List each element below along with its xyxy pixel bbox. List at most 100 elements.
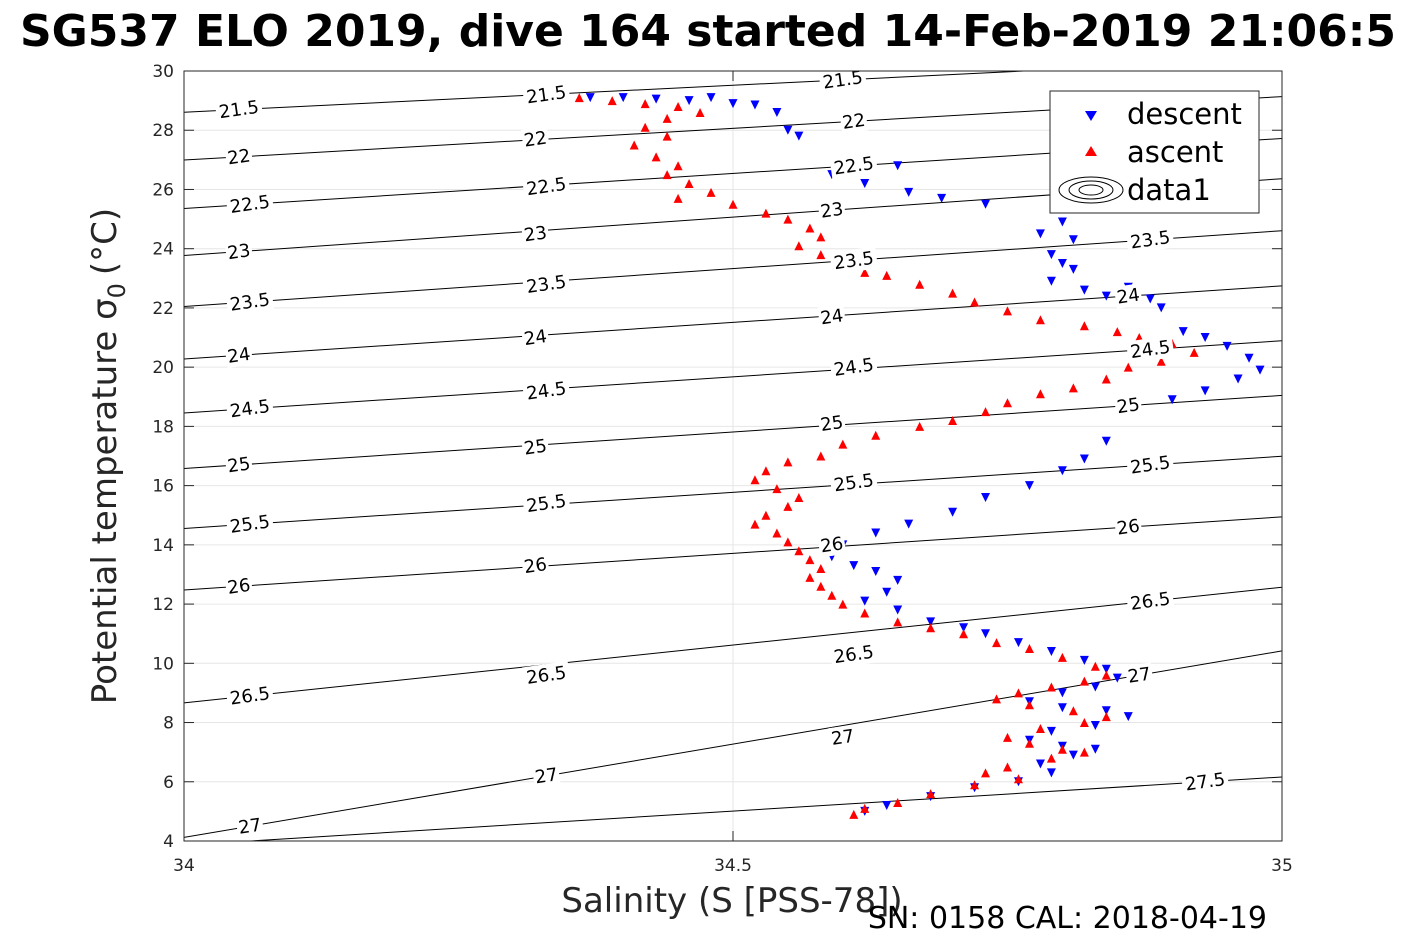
ascent-point: [1057, 744, 1067, 754]
ascent-point: [805, 572, 815, 582]
contour-label: 23: [817, 197, 847, 223]
descent-point: [871, 567, 881, 576]
contour-label-text: 26: [819, 533, 845, 557]
contour-label-bg: [1113, 514, 1143, 540]
ascent-point: [959, 629, 969, 639]
ascent-point: [882, 270, 892, 280]
ascent-point: [794, 492, 804, 502]
descent-point: [849, 561, 859, 571]
contour-label-text: 26: [1116, 516, 1142, 540]
contour-line-24: [184, 285, 1282, 360]
contour-label-bg: [225, 510, 275, 539]
y-tick-label: 30: [152, 62, 174, 82]
contour-label-text: 23: [226, 240, 252, 264]
descent-point: [1079, 655, 1089, 665]
ascent-point: [761, 466, 771, 476]
ascent-point: [838, 439, 848, 449]
contour-label-text: 25: [819, 412, 845, 436]
chart-title: SG537 ELO 2019, dive 164 started 14-Feb-…: [20, 6, 1396, 57]
contour-label-bg: [520, 221, 550, 247]
ascent-point: [662, 170, 672, 180]
contour-label-bg: [1125, 225, 1175, 254]
ascent-point: [783, 537, 793, 547]
contour-label-bg: [817, 197, 847, 223]
y-tick-label: 8: [163, 714, 174, 734]
descent-point: [728, 99, 738, 109]
ascent-point: [1057, 652, 1067, 662]
y-tick-label: 22: [152, 299, 174, 319]
descent-point: [1057, 466, 1067, 476]
contour-label-bg: [522, 80, 571, 109]
descent-point: [1046, 250, 1056, 260]
legend: descent ascent data1: [1049, 90, 1260, 214]
ascent-point: [1079, 676, 1089, 686]
ascent-point: [1101, 374, 1111, 384]
contour-label-bg: [520, 324, 550, 351]
ascent-point: [992, 638, 1002, 648]
ascent-point: [860, 608, 870, 618]
ascent-point: [871, 430, 881, 440]
contour-line-21-5: [184, 71, 1035, 113]
descent-point: [1068, 264, 1078, 274]
contour-label-text: 27: [830, 726, 856, 750]
contour-label-bg: [817, 532, 847, 558]
contour-label-text: 24: [523, 326, 549, 350]
contour-line-26: [184, 516, 1282, 591]
contour-label-bg: [1125, 335, 1175, 364]
contour-label-bg: [520, 552, 550, 579]
contour-label-text: 23: [523, 222, 549, 246]
descent-point: [1222, 341, 1232, 351]
ascent-point: [1079, 747, 1089, 757]
contour-label-text: 25: [1116, 394, 1142, 418]
ascent-point: [1046, 753, 1056, 763]
contour-label-text: 24: [819, 305, 845, 329]
descent-point: [959, 623, 969, 633]
footer-calibration: SN: 0158 CAL: 2018-04-19: [868, 901, 1267, 936]
contour-label: 24: [520, 324, 550, 351]
contour-label-bg: [1113, 392, 1143, 419]
descent-point: [1090, 721, 1100, 730]
contour-label-bg: [829, 246, 879, 275]
contour-label-bg: [829, 353, 879, 382]
descent-point: [1178, 327, 1188, 337]
y-tick-label: 16: [152, 477, 174, 497]
descent-point: [1035, 759, 1045, 769]
contour-label-bg: [522, 376, 571, 405]
y-tick-label: 6: [163, 773, 174, 793]
ascent-point: [1123, 362, 1133, 372]
descent-point: [1046, 768, 1056, 778]
y-tick-label: 28: [152, 121, 174, 141]
ascent-point: [805, 223, 815, 233]
ascent-point: [860, 803, 870, 813]
ascent-point: [816, 250, 826, 260]
ascent-point: [673, 161, 683, 171]
contour-label-bg: [225, 287, 275, 317]
ascent-point: [794, 546, 804, 556]
ascent-point: [1068, 706, 1078, 716]
contour-label-bg: [839, 108, 869, 135]
contour-label-text: 27: [1127, 664, 1153, 688]
contour-label: 27: [235, 813, 265, 839]
descent-point: [1057, 217, 1067, 227]
contour-label-bg: [224, 342, 254, 369]
contour-label: 24: [224, 342, 254, 369]
legend-descent-label: descent: [1127, 97, 1242, 131]
contour-labels: 21.521.521.522222222.522.522.523232323.5…: [214, 65, 1230, 839]
contour-label: 23: [224, 238, 254, 265]
contour-label-bg: [829, 151, 879, 180]
descent-point: [893, 575, 903, 585]
contour-line-27: [184, 650, 1282, 838]
contour-label: 27: [531, 763, 561, 789]
contour-label-text: 27: [237, 815, 263, 839]
ascent-point: [783, 214, 793, 224]
descent-point: [981, 629, 991, 639]
contour-label: 26: [817, 532, 847, 558]
contour-label-bg: [235, 813, 265, 839]
descent-point: [1112, 673, 1122, 683]
ascent-point: [1003, 398, 1012, 408]
descent-point: [1145, 294, 1155, 304]
ascent-point: [1003, 306, 1012, 316]
contour-label: 22: [839, 108, 869, 135]
contour-label-bg: [1125, 450, 1175, 479]
legend-ascent-marker: [1085, 146, 1097, 156]
